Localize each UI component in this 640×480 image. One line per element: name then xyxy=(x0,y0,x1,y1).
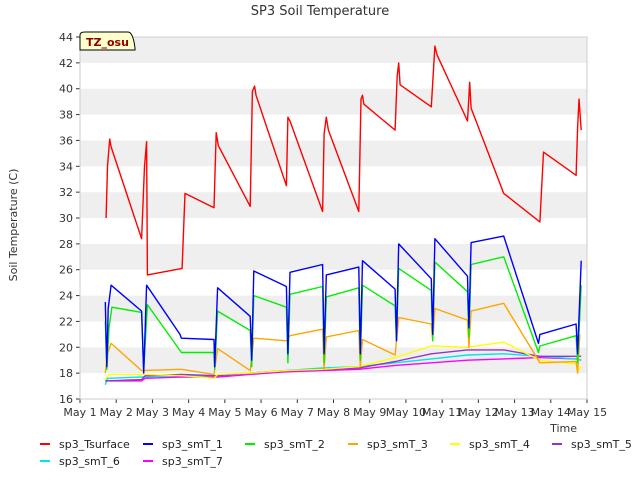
y-tick-label: 28 xyxy=(59,238,73,251)
grid-band xyxy=(80,114,587,141)
x-tick-label: May 1 xyxy=(63,406,96,419)
y-tick-label: 40 xyxy=(59,83,73,96)
x-tick-label: May 15 xyxy=(567,406,607,419)
x-tick-label: May 8 xyxy=(317,406,350,419)
grid-band xyxy=(80,62,587,89)
plot-frame xyxy=(79,36,588,400)
legend-label: sp3_smT_5 xyxy=(571,438,632,451)
y-axis: 16 18 20 22 24 26 28 30 32 34 36 38 40 42 44 xyxy=(59,31,80,406)
y-axis-label: Soil Temperature (C) xyxy=(7,169,20,282)
grid-band xyxy=(80,269,587,296)
x-tick-label: May 7 xyxy=(281,406,314,419)
legend-label: sp3_smT_7 xyxy=(162,455,223,468)
y-tick-label: 16 xyxy=(59,393,73,406)
series-line-sp3-tsurface xyxy=(105,45,582,276)
y-tick-label: 24 xyxy=(59,290,73,303)
y-tick-label: 32 xyxy=(59,186,73,199)
x-axis-label: Time xyxy=(549,422,577,435)
series-line-sp3-smt-4 xyxy=(104,341,582,381)
x-tick-label: May 9 xyxy=(353,406,386,419)
grid-band xyxy=(80,192,587,218)
x-axis: May 1 May 2 May 3 May 4 May 5 May 6 May 7 May 8… xyxy=(63,399,607,419)
y-tick-label: 30 xyxy=(59,212,73,225)
series-line-sp3-smt-7 xyxy=(105,356,582,382)
legend-label: sp3_Tsurface xyxy=(59,438,130,451)
y-tick-label: 36 xyxy=(59,134,73,147)
legend: sp3_Tsurface sp3_smT_1 sp3_smT_2 sp3_smT_3 s… xyxy=(40,438,632,468)
grid-band xyxy=(80,88,587,115)
x-tick-label: May 2 xyxy=(100,406,133,419)
x-tick-label: May 3 xyxy=(136,406,169,419)
data-lines xyxy=(104,45,582,386)
y-tick-label: 26 xyxy=(59,264,73,277)
series-line-sp3-smt-1 xyxy=(104,235,582,374)
tz-badge: TZ_osu xyxy=(79,31,136,51)
grid-band xyxy=(80,166,587,193)
y-tick-label: 18 xyxy=(59,367,73,380)
y-tick-label: 20 xyxy=(59,341,73,354)
grid-band xyxy=(80,218,587,244)
x-tick-label: May 4 xyxy=(172,406,205,419)
x-tick-label: May 10 xyxy=(386,406,426,419)
y-tick-label: 22 xyxy=(59,315,73,328)
legend-label: sp3_smT_2 xyxy=(264,438,325,451)
x-tick-label: May 13 xyxy=(494,406,534,419)
chart-title: SP3 Soil Temperature xyxy=(251,4,389,19)
legend-label: sp3_smT_4 xyxy=(469,438,530,451)
legend-label: sp3_smT_6 xyxy=(59,455,120,468)
x-tick-label: May 11 xyxy=(422,406,462,419)
y-tick-label: 44 xyxy=(59,31,73,44)
x-tick-label: May 12 xyxy=(458,406,498,419)
x-tick-label: May 5 xyxy=(208,406,241,419)
legend-label: sp3_smT_3 xyxy=(367,438,428,451)
legend-label: sp3_smT_1 xyxy=(162,438,223,451)
grid-band xyxy=(80,295,587,322)
y-tick-label: 34 xyxy=(59,160,73,173)
tz-badge-text: TZ_osu xyxy=(86,36,129,49)
grid-band xyxy=(80,37,587,63)
x-tick-label: May 6 xyxy=(244,406,277,419)
y-tick-label: 42 xyxy=(59,57,73,70)
y-tick-label: 38 xyxy=(59,109,73,122)
grid-band xyxy=(80,321,587,348)
grid-bands xyxy=(80,37,587,399)
x-tick-label: May 14 xyxy=(531,406,571,419)
